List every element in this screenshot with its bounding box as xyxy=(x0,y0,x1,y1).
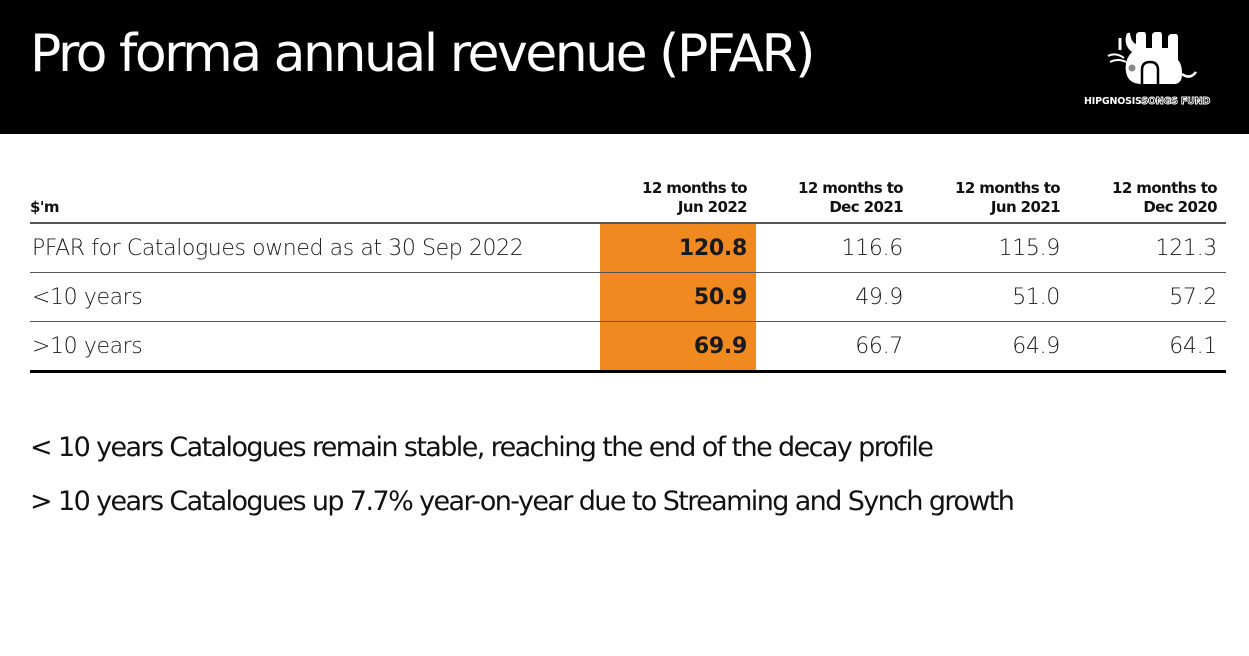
table-cell: 64.9 xyxy=(912,321,1069,373)
commentary-list: < 10 years Catalogues remain stable, rea… xyxy=(30,428,1230,536)
table-cell: 66.7 xyxy=(756,321,912,373)
pfar-table: $'m 12 months to Jun 2022 12 months to Dec… xyxy=(30,172,1226,373)
column-header-line1: 12 months to xyxy=(955,179,1061,197)
table-row: >10 years 69.9 66.7 64.9 64.1 xyxy=(30,321,1226,373)
column-header-line2: Dec 2020 xyxy=(1143,198,1217,216)
table-cell: 116.6 xyxy=(756,223,912,273)
column-header: 12 months to Jun 2022 xyxy=(600,172,756,224)
commentary-item: < 10 years Catalogues remain stable, rea… xyxy=(30,432,934,463)
table-cell: 115.9 xyxy=(912,223,1069,273)
column-header: 12 months to Dec 2021 xyxy=(756,172,912,224)
hipgnosis-logo: HIPGNOSISSONGS FUND xyxy=(1084,30,1230,116)
column-header-line1: 12 months to xyxy=(642,179,748,197)
highlighted-cell: 50.9 xyxy=(600,272,756,322)
table-header-row: $'m 12 months to Jun 2022 12 months to Dec… xyxy=(30,172,1226,224)
logo-wordmark: HIPGNOSISSONGS FUND xyxy=(1084,96,1230,108)
table-cell: 57.2 xyxy=(1069,272,1226,322)
column-header-line2: Jun 2022 xyxy=(677,198,748,216)
elephant-logo-icon xyxy=(1107,32,1197,84)
pfar-table-container: $'m 12 months to Jun 2022 12 months to Dec… xyxy=(30,172,1226,373)
slide-title: Pro forma annual revenue (PFAR) xyxy=(30,24,815,84)
row-label: <10 years xyxy=(30,272,600,322)
highlighted-cell: 120.8 xyxy=(600,223,756,273)
column-header-line1: 12 months to xyxy=(798,179,904,197)
column-header: 12 months to Dec 2020 xyxy=(1069,172,1226,224)
table-cell: 49.9 xyxy=(756,272,912,322)
table-row: PFAR for Catalogues owned as at 30 Sep 2… xyxy=(30,223,1226,273)
table-cell: 121.3 xyxy=(1069,223,1226,273)
table-row: <10 years 50.9 49.9 51.0 57.2 xyxy=(30,272,1226,322)
row-label: PFAR for Catalogues owned as at 30 Sep 2… xyxy=(30,223,600,273)
logo-text-hipgnosis: HIPGNOSIS xyxy=(1084,96,1142,107)
column-header-line1: 12 months to xyxy=(1112,179,1218,197)
slide-header: Pro forma annual revenue (PFAR) HIPGNOSI… xyxy=(0,0,1249,134)
column-header-line2: Dec 2021 xyxy=(829,198,903,216)
column-header: 12 months to Jun 2021 xyxy=(912,172,1069,224)
commentary-item: > 10 years Catalogues up 7.7% year-on-ye… xyxy=(30,486,1015,517)
table-cell: 64.1 xyxy=(1069,321,1226,373)
unit-label: $'m xyxy=(30,172,600,224)
row-label: >10 years xyxy=(30,321,600,373)
highlighted-cell: 69.9 xyxy=(600,321,756,373)
logo-text-songs-fund: SONGS FUND xyxy=(1141,96,1211,108)
column-header-line2: Jun 2021 xyxy=(990,198,1061,216)
table-cell: 51.0 xyxy=(912,272,1069,322)
